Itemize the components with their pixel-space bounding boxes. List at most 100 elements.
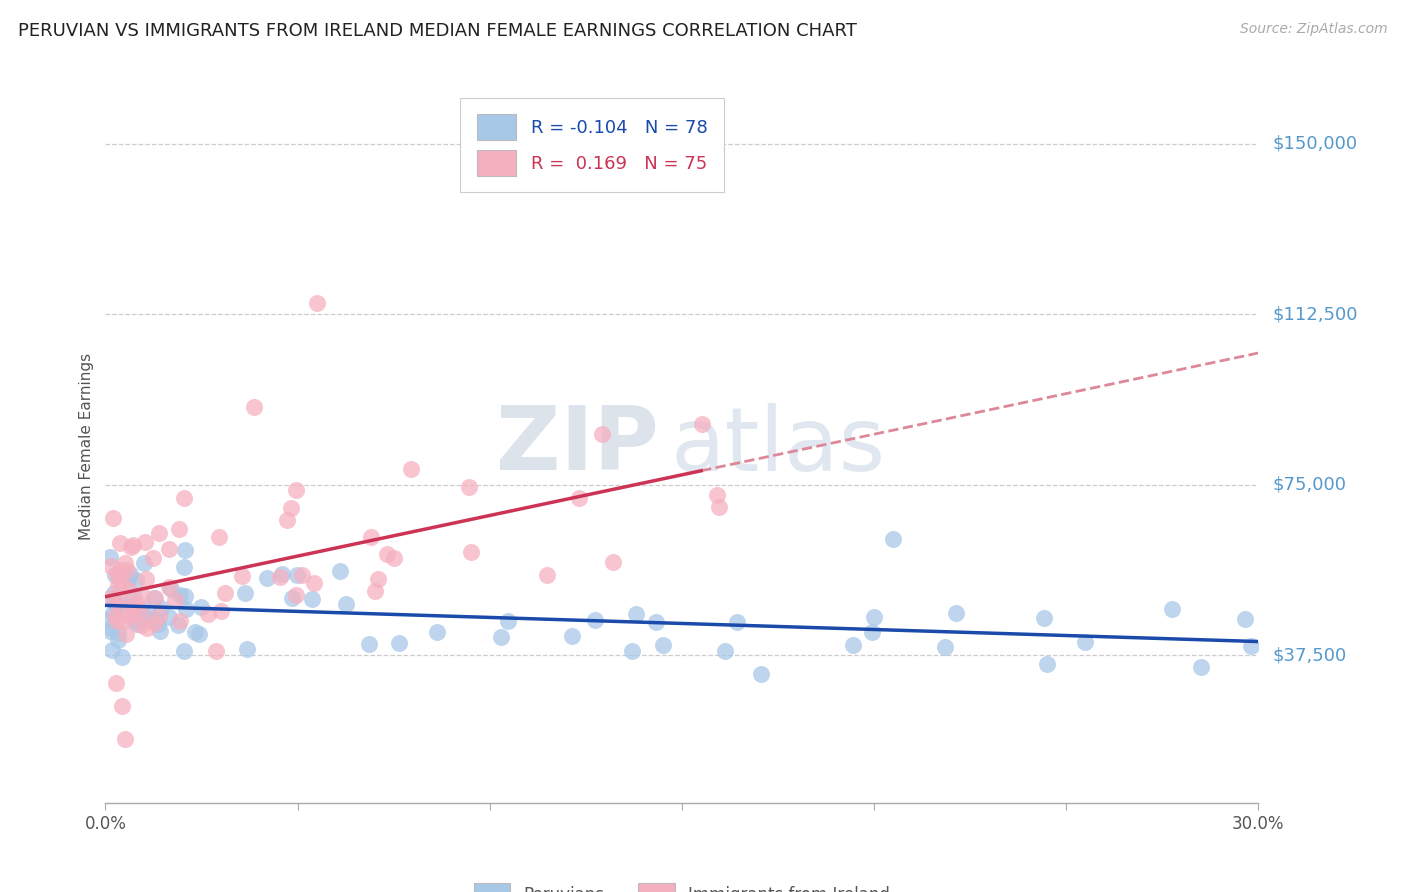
Text: PERUVIAN VS IMMIGRANTS FROM IRELAND MEDIAN FEMALE EARNINGS CORRELATION CHART: PERUVIAN VS IMMIGRANTS FROM IRELAND MEDI… <box>18 22 858 40</box>
Point <box>285 568 308 582</box>
Point <box>707 500 730 514</box>
Point <box>124 613 146 627</box>
Point <box>111 698 134 713</box>
Point <box>125 596 148 610</box>
Point <box>105 676 128 690</box>
Point <box>118 583 141 598</box>
Legend: Peruvians, Immigrants from Ireland: Peruvians, Immigrants from Ireland <box>458 868 905 892</box>
Point <box>568 491 591 505</box>
Point <box>882 532 904 546</box>
Point <box>100 549 122 564</box>
Point <box>173 644 195 658</box>
Point <box>107 614 129 628</box>
Point <box>714 643 737 657</box>
Point <box>174 602 197 616</box>
Point <box>148 609 170 624</box>
Point <box>131 588 153 602</box>
Point <box>108 563 131 577</box>
Text: $37,500: $37,500 <box>1272 646 1347 664</box>
Point <box>135 611 157 625</box>
Point <box>121 599 143 614</box>
Point <box>120 610 142 624</box>
Point <box>1234 612 1257 626</box>
Point <box>101 606 124 620</box>
Point <box>114 732 136 747</box>
Point <box>496 614 519 628</box>
Point <box>256 571 278 585</box>
Point <box>860 625 883 640</box>
Point <box>124 599 146 614</box>
Point <box>1036 657 1059 672</box>
Point <box>190 599 212 614</box>
Point <box>112 568 135 582</box>
Point <box>561 629 583 643</box>
Point <box>377 548 399 562</box>
Point <box>591 426 613 441</box>
Point <box>150 601 173 615</box>
Point <box>209 604 232 618</box>
Point <box>236 642 259 657</box>
Point <box>173 560 195 574</box>
Point <box>104 568 127 582</box>
Point <box>602 555 624 569</box>
Point <box>136 603 159 617</box>
Point <box>184 624 207 639</box>
Point <box>364 583 387 598</box>
Point <box>173 491 195 506</box>
Point <box>945 606 967 620</box>
Point <box>160 582 183 597</box>
Text: $112,500: $112,500 <box>1272 305 1358 323</box>
Point <box>335 597 357 611</box>
Point <box>125 617 148 632</box>
Point <box>120 541 142 555</box>
Point <box>167 618 190 632</box>
Point <box>173 589 195 603</box>
Point <box>1033 611 1056 625</box>
Point <box>129 618 152 632</box>
Point <box>214 586 236 600</box>
Point <box>357 637 380 651</box>
Point <box>157 609 180 624</box>
Point <box>305 295 328 310</box>
Point <box>280 501 302 516</box>
Point <box>169 588 191 602</box>
Point <box>1074 635 1097 649</box>
Point <box>174 543 197 558</box>
Point <box>111 650 134 665</box>
Point <box>117 563 139 577</box>
Point <box>205 644 228 658</box>
Point <box>103 586 125 600</box>
Point <box>122 538 145 552</box>
Point <box>934 640 956 654</box>
Point <box>624 607 647 621</box>
Point <box>157 580 180 594</box>
Point <box>122 588 145 602</box>
Text: $75,000: $75,000 <box>1272 475 1347 493</box>
Point <box>749 667 772 681</box>
Point <box>169 614 191 628</box>
Point <box>426 624 449 639</box>
Point <box>367 572 389 586</box>
Point <box>104 598 127 612</box>
Point <box>107 597 129 611</box>
Point <box>107 633 129 648</box>
Point <box>842 638 865 652</box>
Point <box>863 610 886 624</box>
Point <box>208 530 231 544</box>
Y-axis label: Median Female Earnings: Median Female Earnings <box>79 352 94 540</box>
Point <box>107 568 129 582</box>
Text: $150,000: $150,000 <box>1272 135 1357 153</box>
Point <box>112 598 135 612</box>
Point <box>725 615 748 629</box>
Text: atlas: atlas <box>671 402 886 490</box>
Point <box>114 556 136 570</box>
Point <box>652 638 675 652</box>
Point <box>98 624 121 639</box>
Point <box>285 483 308 498</box>
Point <box>583 613 606 627</box>
Point <box>101 510 124 524</box>
Point <box>457 480 479 494</box>
Point <box>536 568 558 582</box>
Point <box>135 572 157 586</box>
Point <box>301 591 323 606</box>
